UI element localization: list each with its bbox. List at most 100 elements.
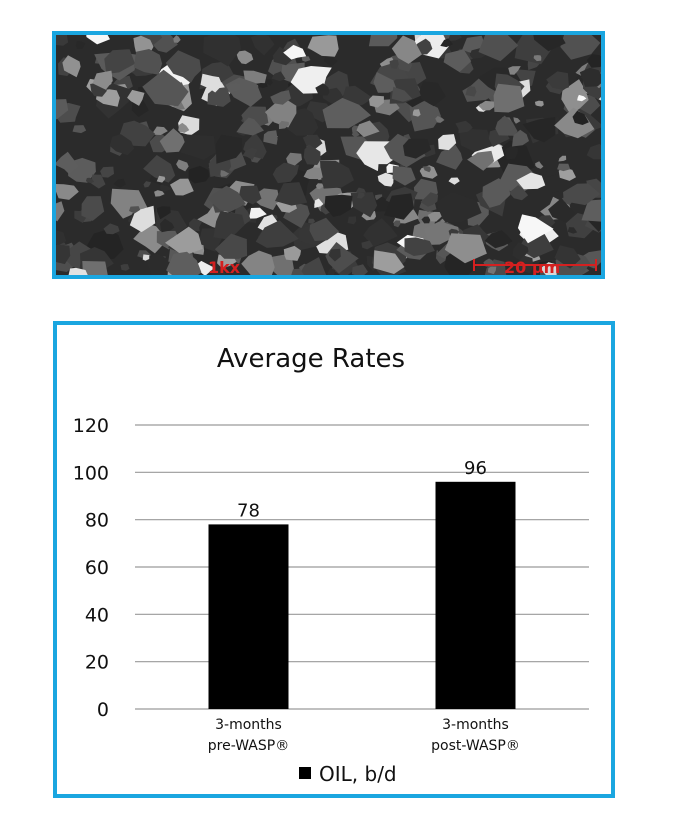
grain xyxy=(298,257,327,275)
grain xyxy=(389,59,399,69)
grain xyxy=(323,151,331,156)
grain xyxy=(462,78,499,102)
grain xyxy=(72,125,87,134)
grain xyxy=(393,220,401,228)
grain xyxy=(160,184,172,192)
grain xyxy=(436,144,463,170)
grain xyxy=(283,44,307,60)
grain xyxy=(420,192,439,207)
grain xyxy=(226,83,241,94)
grain xyxy=(303,167,323,180)
grain xyxy=(166,251,202,275)
grain xyxy=(438,134,457,151)
grain xyxy=(143,155,176,183)
grain xyxy=(238,185,262,205)
grain xyxy=(303,144,321,165)
grain xyxy=(272,46,295,66)
data-label: 96 xyxy=(464,458,487,479)
grain xyxy=(391,86,413,102)
grain xyxy=(207,185,246,213)
category-label: post-WASP® xyxy=(431,738,520,754)
grain xyxy=(327,268,336,275)
scale-label: 20 µm xyxy=(504,258,560,275)
grain xyxy=(236,117,264,136)
grain xyxy=(586,143,601,160)
grain xyxy=(257,214,280,233)
grain xyxy=(151,126,168,135)
grain xyxy=(561,79,589,115)
grain xyxy=(173,35,181,43)
grain xyxy=(509,185,529,201)
grain xyxy=(455,120,473,134)
grain xyxy=(482,178,511,208)
micrograph-panel: 1kx 20 µm xyxy=(52,31,605,279)
grain xyxy=(467,150,495,171)
grain xyxy=(100,166,114,178)
grain xyxy=(56,151,80,174)
grain xyxy=(241,250,275,275)
grain xyxy=(315,83,330,96)
chart-panel: Average Rates 0 20 40 60 80 100 120 78 3-months p… xyxy=(53,321,615,798)
y-tick-label: 80 xyxy=(85,510,109,532)
grain xyxy=(156,175,166,183)
grain xyxy=(427,211,442,222)
grain xyxy=(180,134,216,160)
grain xyxy=(350,192,378,218)
grain xyxy=(275,182,308,206)
grain xyxy=(220,170,230,177)
grain xyxy=(176,159,189,172)
grain xyxy=(478,100,496,111)
grain xyxy=(384,193,415,220)
micrograph-image: 1kx 20 µm xyxy=(56,35,601,275)
grain xyxy=(392,165,416,186)
grain xyxy=(250,35,275,56)
grain xyxy=(320,160,354,189)
grain xyxy=(324,56,338,67)
grain xyxy=(535,161,544,169)
grain xyxy=(127,89,145,106)
grain xyxy=(373,72,397,93)
grain xyxy=(302,134,323,149)
grain xyxy=(142,69,189,107)
grain xyxy=(82,261,108,275)
grain xyxy=(361,240,374,250)
grain xyxy=(75,41,86,49)
grain xyxy=(278,120,289,130)
grain xyxy=(81,196,105,221)
grain xyxy=(458,128,493,152)
grain xyxy=(516,172,546,190)
grain xyxy=(443,49,472,73)
grain xyxy=(493,83,525,113)
grain xyxy=(557,163,571,172)
grain xyxy=(263,130,278,145)
grain xyxy=(522,117,556,143)
grain xyxy=(146,253,173,275)
grain xyxy=(213,211,245,240)
grain xyxy=(377,172,394,187)
grain xyxy=(421,216,431,224)
category-label: 3-months xyxy=(215,717,282,733)
grain xyxy=(307,35,339,57)
grain xyxy=(314,198,324,208)
grain xyxy=(270,90,291,105)
grain xyxy=(324,194,353,217)
grain xyxy=(357,192,365,199)
grain xyxy=(577,94,587,102)
grain xyxy=(368,35,398,47)
grain xyxy=(436,192,482,223)
grain xyxy=(255,220,299,248)
bar xyxy=(208,524,289,709)
grain xyxy=(189,218,203,232)
bar xyxy=(435,481,516,709)
grain xyxy=(283,245,301,261)
grain xyxy=(512,242,529,261)
grain xyxy=(504,145,518,160)
grain xyxy=(129,206,141,214)
y-tick-label: 0 xyxy=(97,699,109,721)
grain xyxy=(548,198,575,223)
grain xyxy=(301,56,311,62)
grain xyxy=(435,116,445,123)
grain xyxy=(91,174,106,189)
grain xyxy=(558,155,567,162)
grain xyxy=(351,131,360,138)
